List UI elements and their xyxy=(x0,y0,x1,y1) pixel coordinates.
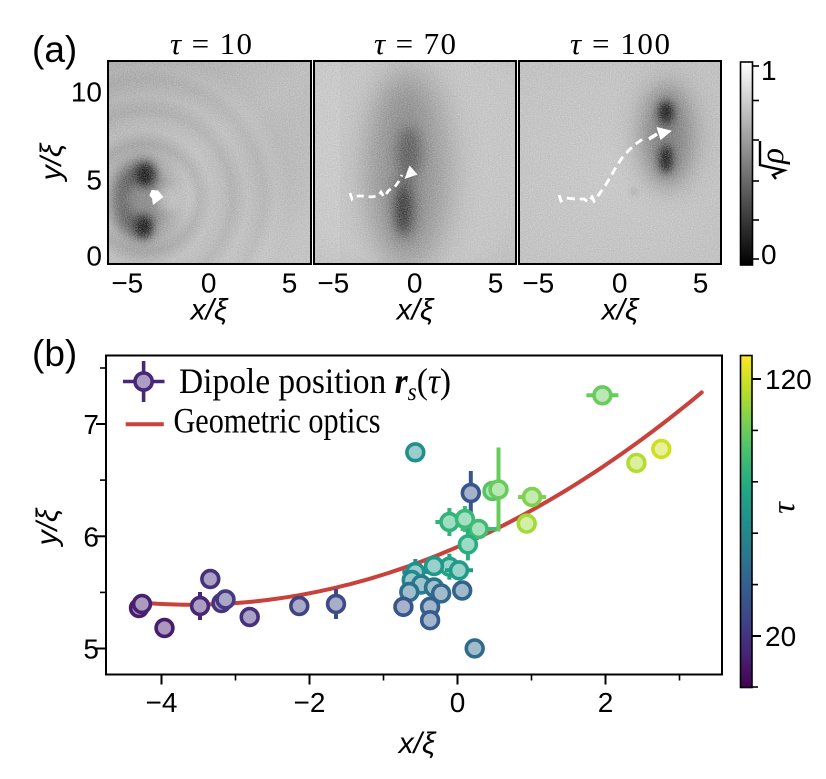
svg-text:−2: −2 xyxy=(294,687,326,718)
svg-text:0: 0 xyxy=(86,240,102,271)
svg-text:0: 0 xyxy=(612,268,628,299)
svg-text:6: 6 xyxy=(83,522,99,553)
svg-text:−5: −5 xyxy=(522,268,554,299)
svg-text:x/ξ: x/ξ xyxy=(600,294,640,327)
svg-text:10: 10 xyxy=(71,76,102,107)
svg-text:(b): (b) xyxy=(32,333,77,374)
svg-text:0: 0 xyxy=(450,687,466,718)
svg-text:0: 0 xyxy=(407,268,423,299)
svg-text:5: 5 xyxy=(488,268,504,299)
svg-text:0: 0 xyxy=(761,239,777,270)
svg-text:τ: τ xyxy=(766,501,802,514)
svg-text:x/ξ: x/ξ xyxy=(397,727,437,760)
svg-text:7: 7 xyxy=(83,409,99,440)
svg-text:120: 120 xyxy=(765,364,812,395)
svg-text:−4: −4 xyxy=(146,687,178,718)
svg-text:5: 5 xyxy=(86,165,102,196)
svg-text:5: 5 xyxy=(282,268,298,299)
svg-text:2: 2 xyxy=(598,687,614,718)
svg-text:5: 5 xyxy=(83,634,99,665)
svg-text:Geometric optics: Geometric optics xyxy=(174,401,381,441)
svg-text:x/ξ: x/ξ xyxy=(189,294,229,327)
svg-text:5: 5 xyxy=(693,268,709,299)
svg-text:(a): (a) xyxy=(32,29,77,70)
svg-text:20: 20 xyxy=(765,621,796,652)
svg-text:τ = 100: τ = 100 xyxy=(570,26,670,61)
svg-text:0: 0 xyxy=(201,268,217,299)
svg-text:1: 1 xyxy=(761,55,777,86)
svg-text:ρ: ρ xyxy=(755,148,791,165)
svg-text:y/ξ: y/ξ xyxy=(35,142,68,182)
svg-text:y/ξ: y/ξ xyxy=(31,507,64,547)
svg-text:−5: −5 xyxy=(317,268,349,299)
svg-text:x/ξ: x/ξ xyxy=(395,294,435,327)
svg-text:τ = 70: τ = 70 xyxy=(374,26,456,61)
svg-text:Dipole position rs(τ): Dipole position rs(τ) xyxy=(179,361,451,406)
svg-text:−5: −5 xyxy=(111,268,143,299)
svg-text:τ = 10: τ = 10 xyxy=(170,26,252,61)
